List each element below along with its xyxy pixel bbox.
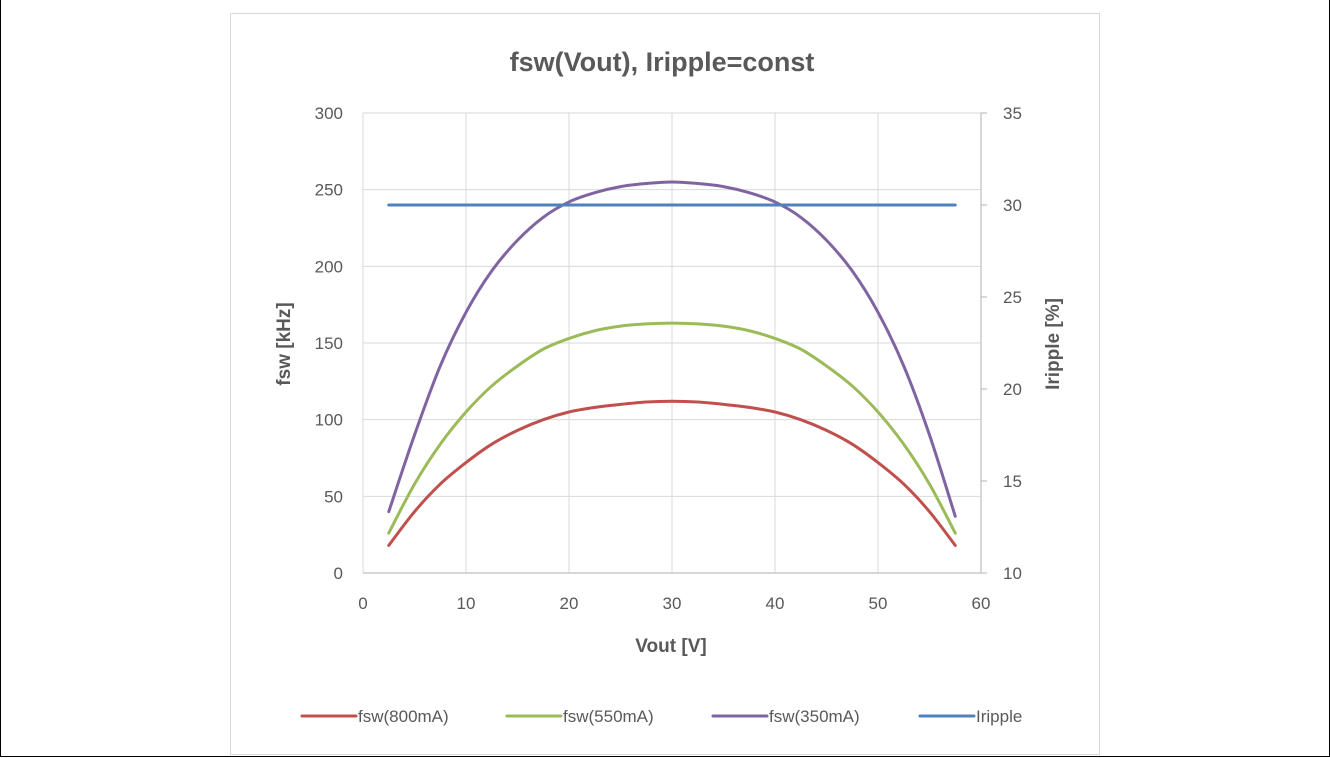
series-layer bbox=[387, 180, 957, 547]
y2-tick-label-4: 30 bbox=[1003, 196, 1022, 215]
x-tick-label-6: 60 bbox=[972, 594, 991, 613]
legend-label-1: fsw(550mA) bbox=[563, 707, 654, 726]
x-tick-label-2: 20 bbox=[560, 594, 579, 613]
y-tick-label-3: 150 bbox=[315, 334, 343, 353]
legend-label-0: fsw(800mA) bbox=[358, 707, 449, 726]
series-line-fsw-350ma- bbox=[387, 180, 957, 518]
series-line-fsw-800ma- bbox=[387, 399, 957, 547]
y2-tick-label-1: 15 bbox=[1003, 472, 1022, 491]
legend-label-2: fsw(350mA) bbox=[769, 707, 860, 726]
y-tick-label-6: 300 bbox=[315, 104, 343, 123]
legend-item-2: fsw(350mA) bbox=[711, 707, 860, 726]
axes bbox=[363, 112, 987, 574]
legend-label-3: Iripple bbox=[976, 707, 1022, 726]
legend-item-1: fsw(550mA) bbox=[505, 707, 654, 726]
y2-tick-label-5: 35 bbox=[1003, 104, 1022, 123]
legend-item-3: Iripple bbox=[918, 707, 1022, 726]
chart-frame bbox=[230, 13, 1100, 755]
x-tick-label-4: 40 bbox=[766, 594, 785, 613]
y-axis-title: fsw [kHz] bbox=[274, 302, 295, 385]
chart-title: fsw(Vout), Iripple=const bbox=[510, 47, 815, 77]
x-tick-label-1: 10 bbox=[457, 594, 476, 613]
y-tick-label-1: 50 bbox=[324, 487, 343, 506]
x-axis-title: Vout [V] bbox=[635, 636, 706, 657]
y-tick-label-0: 0 bbox=[334, 564, 343, 583]
y2-tick-label-2: 20 bbox=[1003, 380, 1022, 399]
tick-labels: 0 10 20 30 40 50 60 0 50 100 150 200 250 300 10 15 20 25 3… bbox=[315, 104, 1022, 613]
y-tick-label-5: 250 bbox=[315, 181, 343, 200]
x-tick-label-5: 50 bbox=[869, 594, 888, 613]
series-line-fsw-550ma- bbox=[387, 321, 957, 535]
x-tick-label-0: 0 bbox=[358, 594, 367, 613]
y-tick-label-2: 100 bbox=[315, 411, 343, 430]
x-tick-label-3: 30 bbox=[663, 594, 682, 613]
y2-tick-label-3: 25 bbox=[1003, 288, 1022, 307]
y2-tick-label-0: 10 bbox=[1003, 564, 1022, 583]
legend-item-0: fsw(800mA) bbox=[300, 707, 449, 726]
y2-axis-title: Iripple [%] bbox=[1043, 298, 1064, 390]
y-tick-label-4: 200 bbox=[315, 257, 343, 276]
legend: fsw(800mA) fsw(550mA) fsw(350mA) Iripple bbox=[300, 707, 1022, 726]
